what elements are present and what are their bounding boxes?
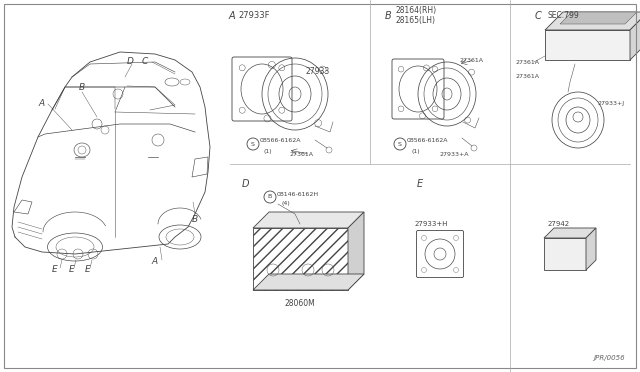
Text: 27933+J: 27933+J: [598, 102, 625, 106]
Text: A: A: [39, 99, 45, 109]
Polygon shape: [545, 12, 640, 30]
Text: B: B: [192, 215, 198, 224]
Polygon shape: [348, 212, 364, 290]
Text: E: E: [69, 266, 75, 275]
Text: B: B: [385, 11, 392, 21]
Text: A: A: [152, 257, 158, 266]
Text: A: A: [228, 11, 236, 21]
Text: 28060M: 28060M: [285, 299, 316, 308]
Text: (1): (1): [411, 148, 420, 154]
Text: E: E: [85, 266, 91, 275]
Polygon shape: [253, 228, 348, 290]
Polygon shape: [630, 12, 640, 60]
Text: 27361A: 27361A: [516, 74, 540, 78]
Text: (1): (1): [264, 148, 273, 154]
Text: 27933: 27933: [305, 67, 329, 77]
Text: B: B: [79, 83, 85, 92]
Text: D: D: [127, 58, 133, 67]
Polygon shape: [560, 12, 637, 24]
Polygon shape: [544, 238, 586, 270]
Text: E: E: [417, 179, 423, 189]
Circle shape: [264, 191, 276, 203]
Text: 08566-6162A: 08566-6162A: [407, 138, 449, 144]
Circle shape: [394, 138, 406, 150]
Text: C: C: [142, 58, 148, 67]
Text: 28164(RH): 28164(RH): [395, 6, 436, 15]
Text: S: S: [251, 141, 255, 147]
Text: E: E: [52, 266, 58, 275]
Text: 27361A: 27361A: [516, 60, 540, 64]
Text: 08566-6162A: 08566-6162A: [260, 138, 301, 144]
Polygon shape: [545, 30, 630, 60]
Text: 27933+A: 27933+A: [440, 151, 470, 157]
Text: 27933+H: 27933+H: [415, 221, 449, 227]
Circle shape: [247, 138, 259, 150]
Text: 08146-6162H: 08146-6162H: [277, 192, 319, 196]
Polygon shape: [544, 228, 596, 238]
Text: (4): (4): [281, 202, 290, 206]
Text: 27933F: 27933F: [238, 12, 269, 20]
Text: D: D: [241, 179, 249, 189]
Text: C: C: [534, 11, 541, 21]
Polygon shape: [586, 228, 596, 270]
Text: SEC.799: SEC.799: [548, 12, 580, 20]
Text: JPR/0056: JPR/0056: [593, 355, 625, 361]
Polygon shape: [253, 274, 364, 290]
Text: 27361A: 27361A: [290, 151, 314, 157]
Text: B: B: [268, 195, 272, 199]
Text: 27361A: 27361A: [460, 58, 484, 62]
Text: 28165(LH): 28165(LH): [395, 16, 435, 25]
Polygon shape: [253, 212, 364, 228]
Text: 27942: 27942: [548, 221, 570, 227]
Text: S: S: [398, 141, 402, 147]
FancyBboxPatch shape: [417, 231, 463, 278]
